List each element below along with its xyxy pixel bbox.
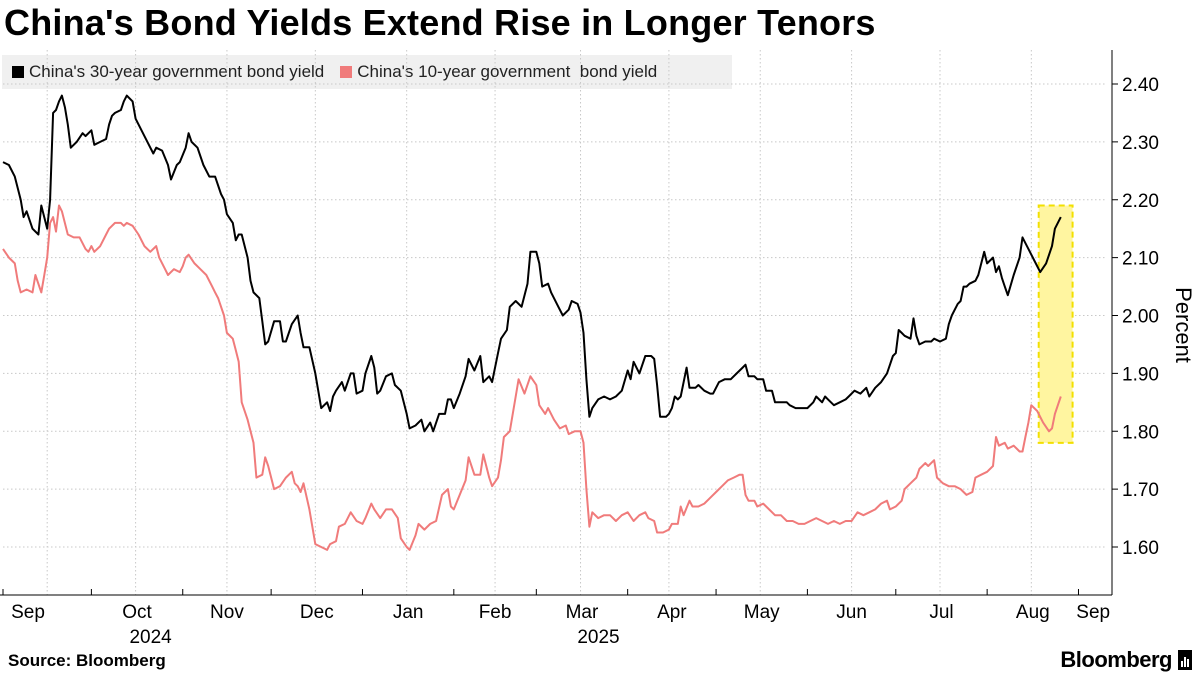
- y-tick-label-1: 1.70: [1122, 480, 1159, 501]
- x-tick-label-may-8: May: [744, 602, 780, 623]
- y-tick-label-8: 2.40: [1122, 75, 1159, 96]
- x-tick-label-nov-2: Nov: [210, 602, 244, 623]
- y-axis-title: Percent: [1171, 287, 1196, 363]
- legend-item-10y: China's 10-year government bond yield: [340, 62, 657, 82]
- grid: [3, 50, 1105, 595]
- y-tick-label-7: 2.30: [1122, 133, 1159, 154]
- series-line-30y: [2, 94, 1062, 433]
- axes: Sep Oct Nov Dec Jan Feb Mar Apr May Jun Jul Aug Sep 2…: [0, 50, 1196, 648]
- legend: China's 30-year government bond yield Ch…: [2, 55, 732, 89]
- brand-logo: Bloomberg: [1060, 647, 1192, 673]
- x-year-label-2024: 2024: [129, 627, 172, 648]
- y-tick-label-0: 1.60: [1122, 538, 1159, 559]
- brand-mark-icon: [1178, 650, 1192, 670]
- legend-swatch-30y: [12, 66, 24, 78]
- legend-label-10y: China's 10-year government bond yield: [357, 62, 658, 81]
- x-tick-label-jan-4: Jan: [393, 602, 424, 623]
- x-tick-label-sep-12: Sep: [1076, 602, 1110, 623]
- source-note: Source: Bloomberg: [8, 651, 166, 670]
- x-tick-label-dec-3: Dec: [300, 602, 334, 623]
- legend-item-30y: China's 30-year government bond yield: [12, 62, 324, 82]
- series-line-10y: [2, 204, 1062, 551]
- highlight-box: [1037, 204, 1074, 444]
- y-tick-label-6: 2.20: [1122, 191, 1159, 212]
- x-tick-label-feb-5: Feb: [479, 602, 512, 623]
- legend-label-30y: China's 30-year government bond yield: [29, 62, 325, 81]
- x-tick-label-aug-11: Aug: [1016, 602, 1050, 623]
- x-tick-label-mar-6: Mar: [566, 602, 599, 623]
- y-tick-label-3: 1.90: [1122, 364, 1159, 385]
- x-tick-label-sep-0: Sep: [11, 602, 45, 623]
- highlight-layer: [1037, 204, 1074, 444]
- brand-name: Bloomberg: [1060, 647, 1172, 672]
- chart-title: China's Bond Yields Extend Rise in Longe…: [4, 2, 876, 43]
- x-tick-label-jul-10: Jul: [929, 602, 953, 623]
- legend-swatch-10y: [340, 66, 353, 78]
- x-tick-label-jun-9: Jun: [836, 602, 867, 623]
- x-tick-label-oct-1: Oct: [122, 602, 152, 623]
- y-tick-label-2: 1.80: [1122, 422, 1159, 443]
- series-layer: [2, 94, 1062, 551]
- y-tick-label-5: 2.10: [1122, 249, 1159, 270]
- x-tick-label-apr-7: Apr: [657, 602, 687, 623]
- x-year-label-2025: 2025: [577, 627, 619, 648]
- y-tick-label-4: 2.00: [1122, 307, 1159, 328]
